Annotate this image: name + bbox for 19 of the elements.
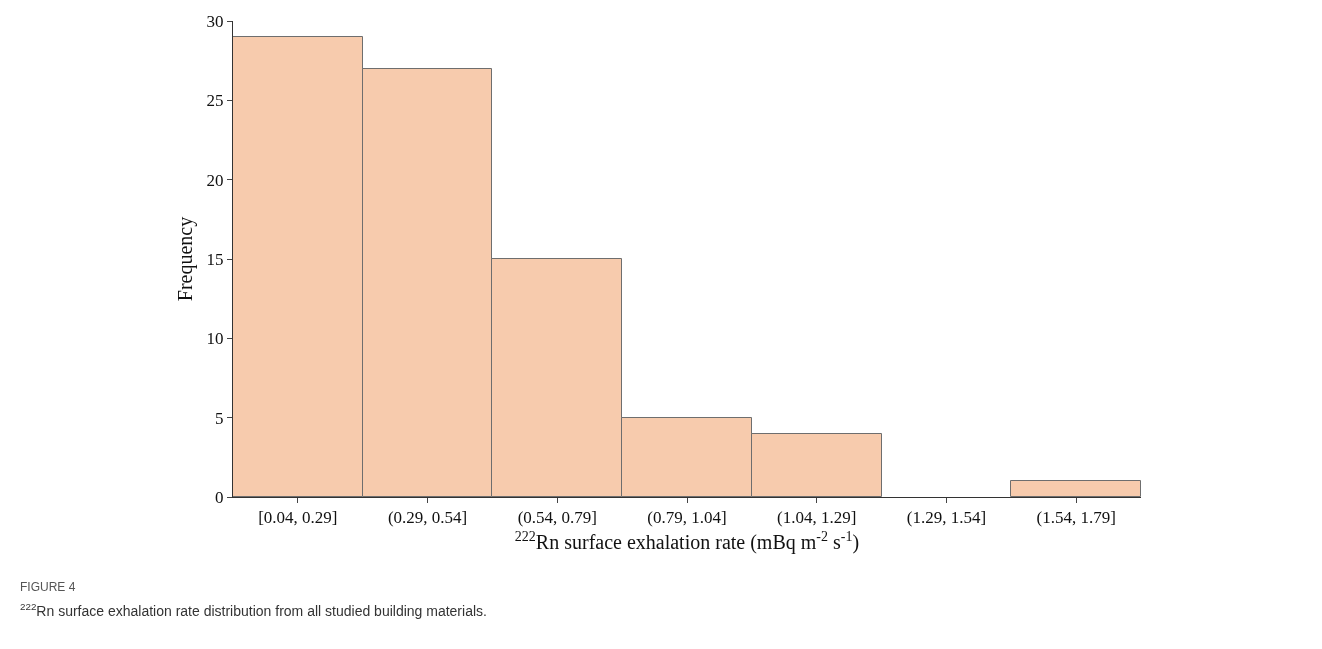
y-tick-label: 30 xyxy=(206,11,224,31)
bar xyxy=(1010,480,1141,497)
x-tick-label: (1.04, 1.29] xyxy=(777,508,857,528)
y-axis-title: Frequency xyxy=(174,216,198,302)
x-axis-title: $^{222}$Rn surface exhalation rate (mBq m$^{-2}$ s$^{-1}$) xyxy=(514,528,860,554)
x-tick-label: (0.29, 0.54] xyxy=(387,508,468,528)
x-tick-label: (0.79, 1.04] xyxy=(647,508,727,528)
caption: FIGURE 4 xyxy=(20,580,76,594)
x-tick-label: (1.54, 1.79] xyxy=(1036,508,1116,528)
x-tick-label: [0.04, 0.29] xyxy=(258,508,338,528)
x-tick-label: (0.54, 0.79] xyxy=(517,508,597,528)
y-tick-label: 10 xyxy=(206,329,224,349)
text: $^{222}$Rn surface exhalation rate distribution from all studied building materials. xyxy=(20,601,487,619)
y-tick-label: 5 xyxy=(215,408,224,428)
y-tick-label: 15 xyxy=(206,249,224,269)
x-tick-label: (1.29, 1.54] xyxy=(906,508,987,528)
y-tick-label: 20 xyxy=(206,170,224,190)
y-tick-label: 0 xyxy=(215,487,224,507)
y-tick-label: 25 xyxy=(206,91,224,111)
